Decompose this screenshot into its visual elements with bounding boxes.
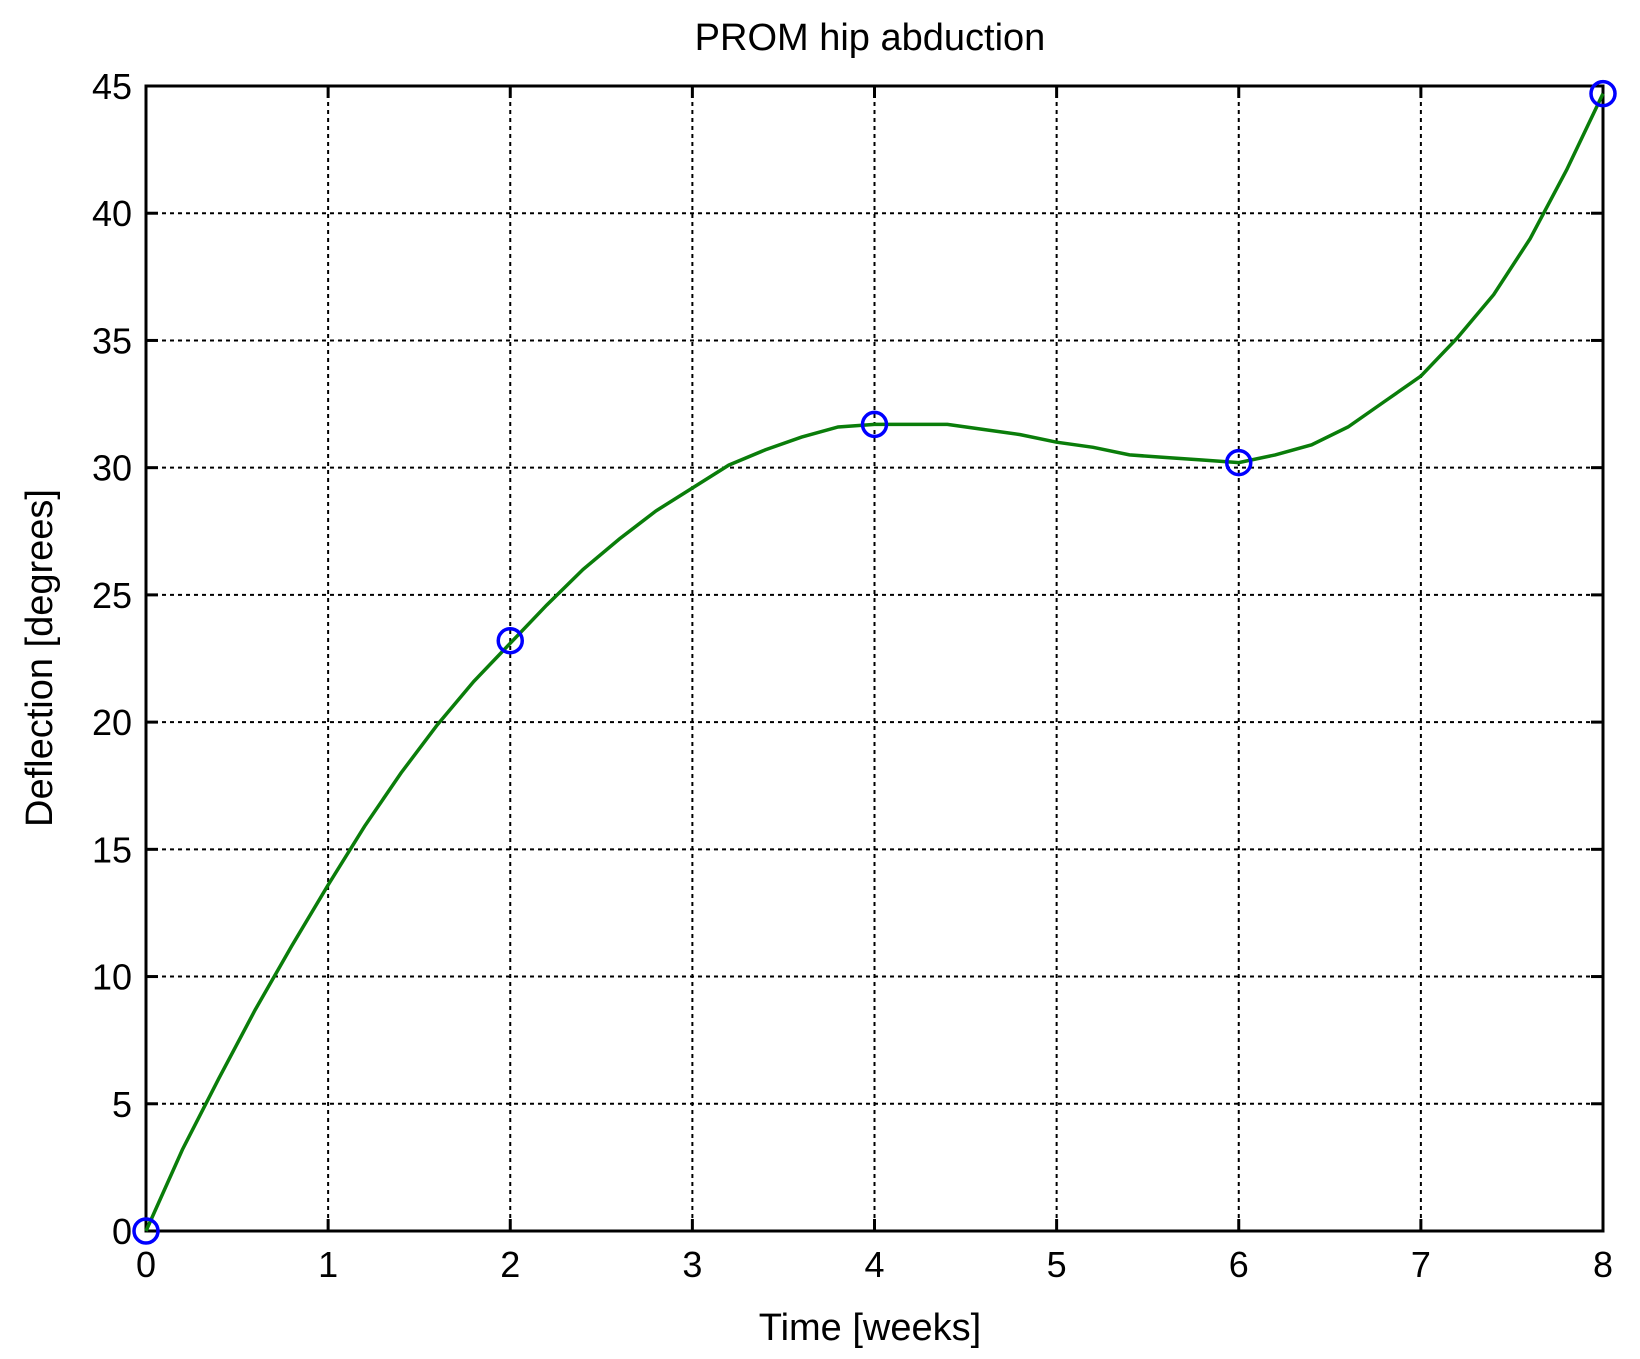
x-tick-label: 1 (318, 1244, 338, 1285)
y-tick-labels: 0 5 10 15 20 25 30 35 40 45 (92, 66, 132, 1252)
data-point-marker (1589, 79, 1617, 108)
x-tick-label: 0 (136, 1244, 156, 1285)
y-axis-label: Deflection [degrees] (19, 489, 61, 827)
y-tick-label: 40 (92, 193, 132, 234)
grid (146, 86, 1603, 1231)
x-tick-label: 4 (864, 1244, 884, 1285)
x-tick-label: 3 (682, 1244, 702, 1285)
x-tick-label: 6 (1229, 1244, 1249, 1285)
x-tick-label: 8 (1593, 1244, 1613, 1285)
x-tick-label: 7 (1411, 1244, 1431, 1285)
y-tick-label: 15 (92, 829, 132, 870)
x-tick-label: 2 (500, 1244, 520, 1285)
data-point-marker (1225, 448, 1253, 477)
data-point-marker (860, 410, 889, 439)
y-tick-label: 10 (92, 957, 132, 998)
y-tick-label: 30 (92, 448, 132, 489)
data-markers (132, 79, 1617, 1245)
x-axis-label: Time [weeks] (759, 1307, 981, 1349)
y-tick-label: 5 (112, 1084, 132, 1125)
chart-title: PROM hip abduction (695, 17, 1046, 59)
x-tick-labels: 0 1 2 3 4 5 6 7 8 (136, 1244, 1613, 1285)
y-tick-label: 35 (92, 320, 132, 361)
y-tick-label: 20 (92, 702, 132, 743)
y-tick-label: 45 (92, 66, 132, 107)
y-tick-label: 0 (112, 1211, 132, 1252)
series-curve (144, 92, 1605, 1232)
data-point-marker (496, 626, 524, 655)
y-tick-label: 25 (92, 575, 132, 616)
data-point-marker (132, 1217, 160, 1245)
x-tick-label: 5 (1047, 1244, 1067, 1285)
